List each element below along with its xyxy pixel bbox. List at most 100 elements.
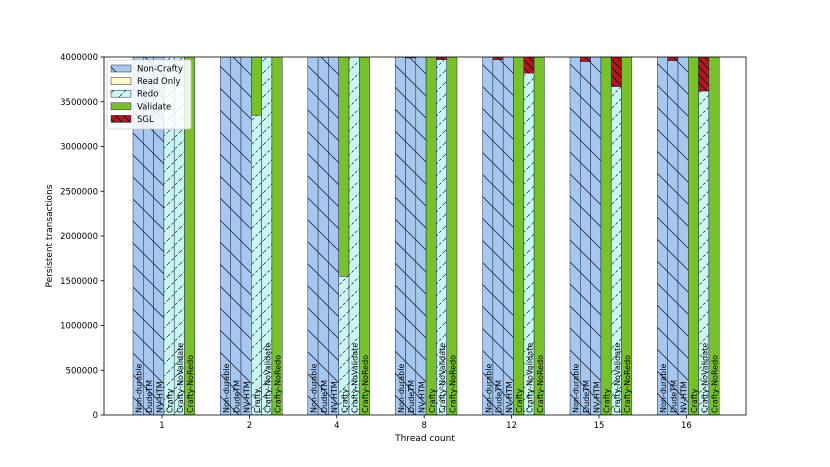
bar-segment-hatch xyxy=(570,57,581,415)
bar-label: DudeTM xyxy=(582,380,591,413)
legend-swatch-read-only xyxy=(110,77,132,85)
bar-segment-validate xyxy=(600,57,612,415)
bar-segment-validate xyxy=(425,57,437,415)
bar-segment-hatch xyxy=(436,57,447,60)
bar-label: Crafty-NoValidate xyxy=(438,343,447,413)
legend-swatch-validate xyxy=(110,102,132,111)
bar-segment-hatch xyxy=(580,61,591,415)
bar-segment-hatch xyxy=(590,57,601,415)
bar-label: DudeTM xyxy=(495,380,504,413)
bar-segment-validate xyxy=(338,57,350,277)
bar-label: Crafty xyxy=(340,388,349,413)
y-tick-label: 500000 xyxy=(66,366,98,376)
bar-segment-hatch xyxy=(241,57,252,415)
bar-labels-layer: Non-durable DudeTM NV-HTM Crafty Crafty-NoVa… xyxy=(135,343,720,413)
bar-label: Crafty-NoValidate xyxy=(351,343,360,413)
bar-segment-hatch xyxy=(307,57,319,415)
bar-label: Crafty-NoRedo xyxy=(186,355,195,413)
bar-label: Crafty xyxy=(690,388,699,413)
bar-segment-hatch xyxy=(338,276,349,415)
bar-segment-hatch xyxy=(611,86,622,415)
legend-frame xyxy=(106,59,192,130)
y-tick-label: 0 xyxy=(93,411,98,421)
bar-label: Crafty-NoRedo xyxy=(274,355,283,413)
bars-layer xyxy=(132,57,720,415)
bar-segment-hatch xyxy=(492,57,504,60)
legend-label: Validate xyxy=(137,102,171,112)
bar-label: DudeTM xyxy=(669,380,678,413)
bar-segment-hatch xyxy=(482,57,493,415)
bar-label: NV-HTM xyxy=(243,381,252,413)
bar-label: Crafty-NoRedo xyxy=(361,355,370,413)
bar-segment-hatch xyxy=(251,115,262,415)
bar-segment-validate xyxy=(184,57,196,415)
bar-segment-validate xyxy=(446,57,458,415)
bar-label: Non-durable xyxy=(397,364,406,413)
bar-segment-hatch xyxy=(133,57,144,415)
bar-segment-hatch xyxy=(503,57,514,415)
bar-label: NV-HTM xyxy=(417,381,426,413)
bar-segment-hatch xyxy=(349,57,360,415)
bar-label: Non-durable xyxy=(135,364,144,413)
y-axis-label: Persistent transactions xyxy=(45,184,55,287)
bar-segment-hatch xyxy=(523,57,535,74)
bar-segment-hatch xyxy=(153,57,164,415)
bar-segment-hatch xyxy=(492,59,504,415)
bar-segment-hatch xyxy=(657,57,668,415)
x-tick-label: 15 xyxy=(594,421,605,431)
bar-segment-hatch xyxy=(328,57,339,415)
bar-segment-hatch xyxy=(667,57,678,61)
bar-label: Crafty-NoRedo xyxy=(536,355,545,413)
y-tick-label: 4000000 xyxy=(60,53,98,63)
y-tick-label: 3500000 xyxy=(60,98,98,108)
legend: Non-Crafty Read Only Redo Validate SGL xyxy=(106,59,192,130)
y-tick-label: 1500000 xyxy=(60,277,98,287)
bar-label: Crafty-NoValidate xyxy=(525,343,534,413)
x-tick-label: 1 xyxy=(159,421,164,431)
legend-swatch-hatch xyxy=(111,90,131,98)
bar-label: NV-HTM xyxy=(505,381,514,413)
bar-segment-hatch xyxy=(678,57,689,415)
bar-segment-hatch xyxy=(261,57,272,415)
x-tick-label: 4 xyxy=(334,421,339,431)
legend-label: Non-Crafty xyxy=(137,65,183,75)
bar-segment-hatch xyxy=(436,59,447,415)
bar-label: Non-durable xyxy=(659,364,668,413)
x-tick-label: 16 xyxy=(681,421,692,431)
bar-label: DudeTM xyxy=(232,380,241,413)
axes: 1 2 4 8 12 15 16050000010000001500000200000025… xyxy=(60,53,747,431)
bar-label: NV-HTM xyxy=(680,381,689,413)
bar-segment-hatch xyxy=(230,57,241,415)
bar-label: Crafty xyxy=(603,388,612,413)
bar-segment-hatch xyxy=(143,57,154,415)
bar-label: Non-durable xyxy=(309,364,318,413)
bar-label: Crafty xyxy=(253,388,262,413)
x-axis-label: Thread count xyxy=(394,434,455,444)
bar-label: Crafty-NoValidate xyxy=(700,343,709,413)
bar-segment-hatch xyxy=(220,57,231,415)
bar-label: DudeTM xyxy=(407,380,416,413)
y-tick-label: 1000000 xyxy=(60,322,98,332)
bar-label: DudeTM xyxy=(145,380,154,413)
bar-segment-validate xyxy=(271,57,283,415)
bar-label: NV-HTM xyxy=(330,381,339,413)
y-tick-label: 3000000 xyxy=(60,143,98,153)
bar-label: Non-durable xyxy=(484,364,493,413)
bar-label: DudeTM xyxy=(320,380,329,413)
bar-label: NV-HTM xyxy=(155,381,164,413)
bar-segment-validate xyxy=(251,57,262,116)
bar-segment-hatch xyxy=(405,57,416,58)
bar-segment-hatch xyxy=(698,91,709,415)
legend-label: Redo xyxy=(137,90,158,100)
bar-label: Crafty-NoRedo xyxy=(711,355,720,413)
bar-segment-validate xyxy=(621,57,633,415)
bar-label: Crafty xyxy=(428,388,437,413)
bar-label: Non-durable xyxy=(572,364,581,413)
bar-segment-hatch xyxy=(415,57,427,415)
bar-segment-validate xyxy=(513,57,525,415)
bar-segment-hatch xyxy=(698,57,709,92)
bar-segment-hatch xyxy=(405,57,416,415)
bar-segment-validate xyxy=(359,57,370,415)
bar-label: Crafty xyxy=(515,388,524,413)
